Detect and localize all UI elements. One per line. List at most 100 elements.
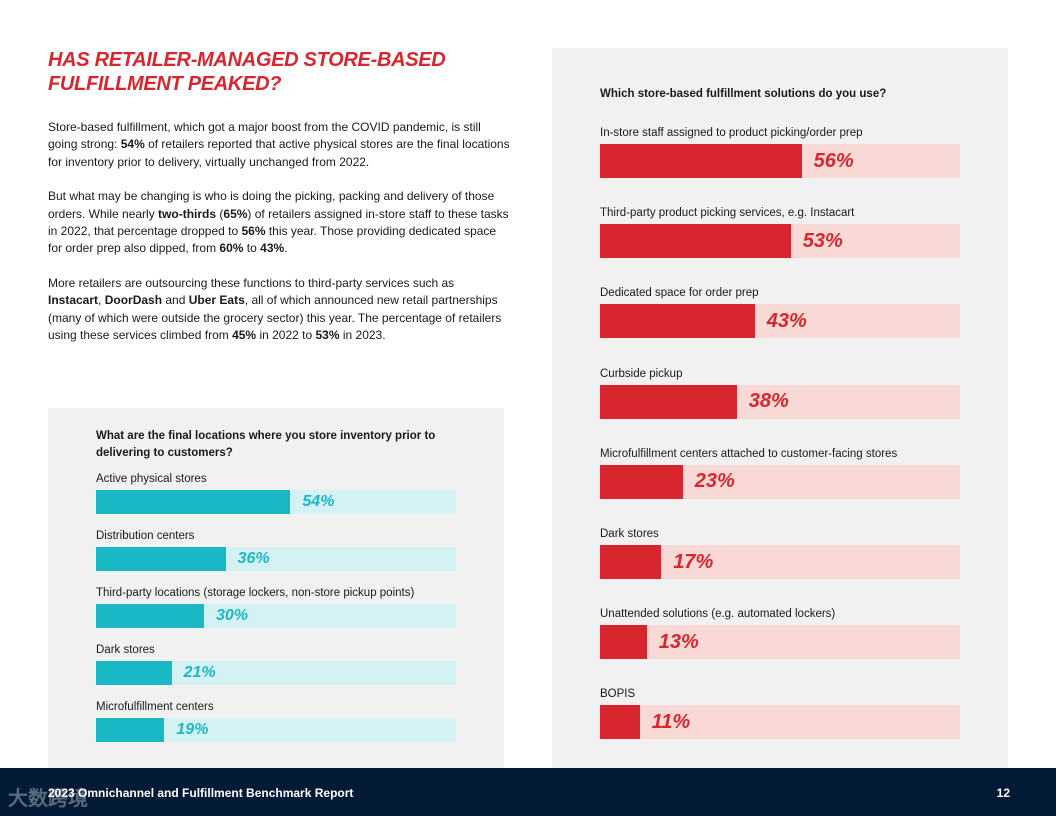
bar-label: Third-party product picking services, e.… [600,207,855,220]
bold-text: 45% [232,328,257,343]
value-number: 19 [176,721,195,738]
bar-label: In-store staff assigned to product picki… [600,127,863,139]
bar [96,661,172,685]
page-number: 12 [996,786,1010,800]
bar-track: 56% [600,144,960,178]
text: to [243,241,261,256]
text: ( [216,206,224,221]
bold-text: 60% [219,241,244,256]
text: , all of which announced new retail part… [48,293,502,343]
bar [96,490,291,514]
bar-row: Dark stores 17% [600,527,960,579]
bar-row: Microfulfillment centers attached to cus… [600,447,960,499]
value-number: 56 [813,149,836,172]
bar [96,547,226,571]
text: ) of retailers assigned in-store staff t… [48,206,509,239]
bar-row: Dedicated space for order prep 43% [600,286,960,339]
bar-value: 30% [216,607,249,624]
bar-label: Dedicated space for order prep [600,287,759,300]
bar-label: Unattended solutions (e.g. automated loc… [600,608,836,621]
paragraph: But what may be changing is who is doing… [48,188,510,258]
value-number: 30 [216,607,234,624]
watermark: 大数跨境 [8,788,88,810]
text: in 2022 to [256,328,316,343]
bold-text: 53% [315,328,340,343]
bar-value: 21% [183,664,216,681]
bar-label: Active physical stores [96,473,207,485]
bar [600,384,737,419]
text: this year. Those providing dedicated spa… [48,224,497,256]
bold-text: 65% [223,206,248,221]
bar-row: Distribution centers 36% [96,529,456,571]
value-number: 17 [673,550,696,573]
bar [600,545,662,579]
value-number: 38 [748,390,772,413]
bar-track: 17% [600,545,960,579]
bar-label: Dark stores [96,644,155,656]
value-number: 13 [658,630,682,653]
bar-value: 36% [237,550,270,567]
text: . [284,241,288,256]
bold-text: 54% [120,137,145,152]
bold-text: Uber Eats [188,293,245,308]
text: of retailers reported that active physic… [48,137,510,169]
bar-row: Curbside pickup 38% [600,367,960,419]
bold-text: 56% [241,224,266,239]
bold-text: Instacart [48,293,99,308]
footer: 大数跨境 2023 Omnichannel and Fulfillment Be… [0,768,1056,816]
bar [96,718,165,742]
bar-value: 56% [813,149,854,172]
report-title: 2023 Omnichannel and Fulfillment Benchma… [48,786,354,800]
bar-row: Active physical stores 54% [96,472,456,514]
bar-track: 30% [96,604,456,628]
bold-text: 43% [260,241,285,256]
bar [600,625,647,660]
text: More retailers are outsourcing these fun… [48,275,455,290]
bar-value: 38% [748,390,789,413]
bar-track: 13% [600,625,960,660]
body-text: Store-based fulfillment, which got a maj… [48,119,510,361]
bar-track: 21% [96,661,456,685]
bar-value: 19% [176,721,209,738]
text: But what may be changing is who is doing… [48,189,495,221]
bold-text: two-thirds [158,206,217,221]
bar-row: In-store staff assigned to product picki… [600,126,960,178]
bar-label: Distribution centers [96,530,195,542]
value-number: 43 [766,309,790,332]
bar-row: Unattended solutions (e.g. automated loc… [600,607,960,660]
paragraph: Store-based fulfillment, which got a maj… [48,119,510,171]
bar-track: 11% [600,705,960,740]
bar [600,705,640,740]
value-number: 21 [183,664,202,681]
bar-track: 53% [600,224,960,259]
bar-row: BOPIS 11% [600,687,960,740]
bar-value: 13% [658,630,699,653]
bar-value: 53% [802,229,843,252]
fulfillment-solutions-chart: Which store-based fulfillment solutions … [552,48,1008,768]
bar-value: 17% [673,550,714,573]
text: and [162,293,189,308]
bar [600,144,802,178]
bar-row: Third-party product picking services, e.… [600,206,960,259]
bar [600,304,755,339]
paragraph: More retailers are outsourcing these fun… [48,275,510,345]
bar-track: 38% [600,384,960,419]
bold-text: DoorDash [104,293,163,308]
bar-row: Microfulfillment centers 19% [96,700,456,742]
value-number: 53 [802,229,826,252]
bar-label: Dark stores [600,528,659,540]
text: , [98,293,105,308]
bar-label: BOPIS [600,688,636,701]
bar-value: 43% [766,309,807,332]
bar-row: Third-party locations (storage lockers, … [96,586,456,628]
bar-track: 54% [96,490,456,514]
bar-track: 43% [600,304,960,339]
value-number: 36 [237,550,256,567]
bar-label: Third-party locations (storage lockers, … [96,587,415,599]
chart-title: Which store-based fulfillment solutions … [600,88,887,100]
bar [600,224,791,259]
inventory-locations-chart: What are the final locations where you s… [48,408,504,768]
bar-track: 23% [600,464,960,499]
bar [600,464,683,499]
text: Store-based fulfillment, which got a maj… [48,120,481,152]
